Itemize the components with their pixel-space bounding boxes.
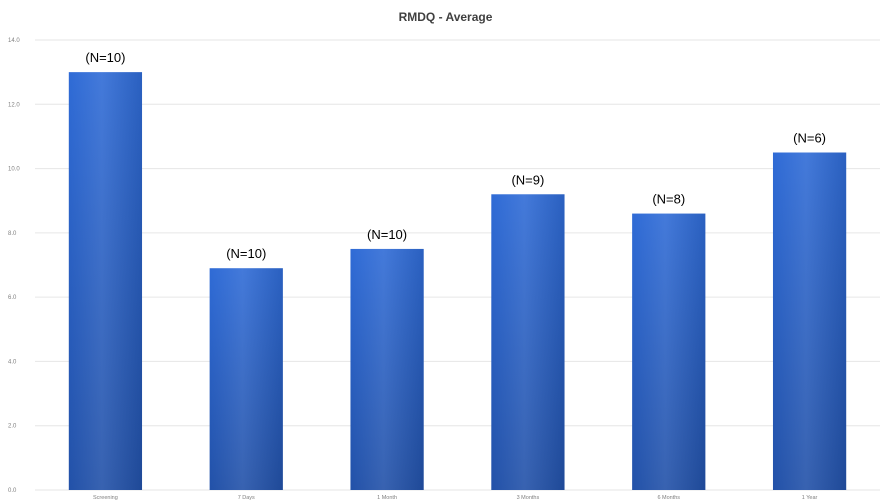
data-label-4: (N=8)	[652, 192, 685, 207]
x-tick-label-3: 3 Months	[517, 495, 540, 501]
bar-shine-2	[350, 248, 424, 490]
bar-shine-1	[209, 268, 283, 490]
y-tick-label: 12.0	[8, 102, 20, 108]
chart-title: RMDQ - Average	[398, 10, 493, 24]
y-tick-label: 6.0	[8, 295, 17, 301]
y-tick-label: 0.0	[8, 488, 17, 494]
bar-shine-0	[68, 72, 143, 491]
x-tick-label-1: 7 Days	[238, 495, 255, 501]
y-tick-label: 14.0	[8, 38, 20, 44]
data-label-3: (N=9)	[511, 172, 544, 187]
x-tick-label-2: 1 Month	[377, 495, 397, 501]
bar-shine-4	[632, 213, 706, 491]
x-tick-label-4: 6 Months	[657, 495, 680, 501]
y-tick-label: 8.0	[8, 231, 17, 237]
y-tick-label: 4.0	[8, 359, 17, 365]
x-tick-label-5: 1 Year	[802, 495, 818, 501]
y-tick-label: 2.0	[8, 424, 17, 430]
bar-shine-3	[491, 194, 565, 491]
x-tick-label-0: Screening	[93, 495, 118, 501]
data-label-2: (N=10)	[367, 227, 407, 242]
bar-shine-5	[772, 152, 847, 490]
y-tick-label: 10.0	[8, 167, 20, 173]
data-label-1: (N=10)	[226, 246, 266, 261]
data-label-5: (N=6)	[793, 131, 826, 146]
data-label-0: (N=10)	[85, 50, 125, 65]
